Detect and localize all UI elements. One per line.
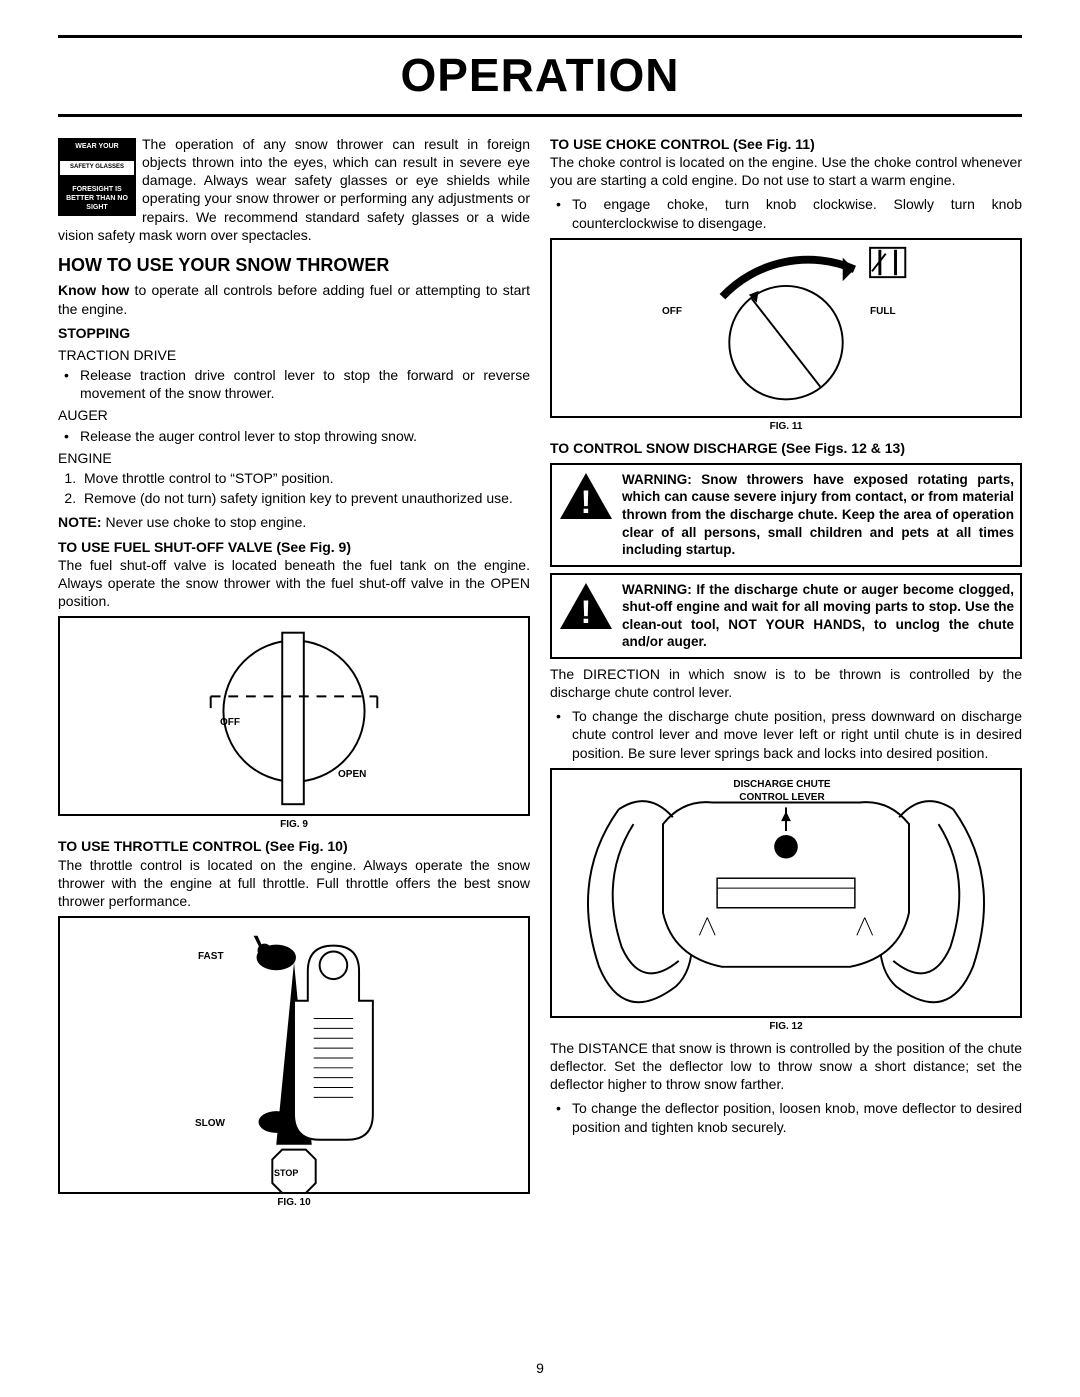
left-column: WEAR YOUR SAFETY GLASSES FORESIGHT IS BE… xyxy=(58,135,530,1215)
distance-bullet: To change the deflector position, loosen… xyxy=(550,1099,1022,1135)
throttle-heading: TO USE THROTTLE CONTROL (See Fig. 10) xyxy=(58,837,530,855)
badge-bot: FORESIGHT IS BETTER THAN NO SIGHT xyxy=(60,185,134,212)
warning-1-text: WARNING: Snow throwers have exposed rota… xyxy=(622,471,1014,559)
content-columns: WEAR YOUR SAFETY GLASSES FORESIGHT IS BE… xyxy=(58,135,1022,1215)
svg-text:!: ! xyxy=(581,484,592,520)
fig12-label: DISCHARGE CHUTE CONTROL LEVER xyxy=(717,778,847,804)
fig10-caption: FIG. 10 xyxy=(58,1196,530,1209)
stopping-heading: STOPPING xyxy=(58,324,530,342)
know-how-bold: Know how xyxy=(58,282,129,298)
warning-box-1: ! WARNING: Snow throwers have exposed ro… xyxy=(550,463,1022,567)
note-bold: NOTE: xyxy=(58,514,102,530)
choke-heading: TO USE CHOKE CONTROL (See Fig. 11) xyxy=(550,135,1022,153)
badge-top: WEAR YOUR xyxy=(60,142,134,151)
throttle-diagram xyxy=(60,918,528,1192)
choke-paragraph: The choke control is located on the engi… xyxy=(550,153,1022,189)
warning-triangle-icon: ! xyxy=(558,581,614,631)
traction-label: TRACTION DRIVE xyxy=(58,346,530,364)
control-panel-diagram xyxy=(552,770,1020,1016)
figure-10-box: FAST SLOW STOP xyxy=(58,916,530,1194)
engine-step-1: Move throttle control to “STOP” position… xyxy=(80,469,530,487)
title-border: OPERATION xyxy=(58,35,1022,117)
direction-paragraph: The DIRECTION in which snow is to be thr… xyxy=(550,665,1022,701)
figure-9-box: OFF OPEN xyxy=(58,616,530,816)
figure-12-box: DISCHARGE CHUTE CONTROL LEVER xyxy=(550,768,1022,1018)
page-title: OPERATION xyxy=(58,46,1022,106)
warning-2-text: WARNING: If the discharge chute or auger… xyxy=(622,581,1014,651)
know-how-rest: to operate all controls before adding fu… xyxy=(58,282,530,316)
fig9-caption: FIG. 9 xyxy=(58,818,530,831)
auger-label: AUGER xyxy=(58,406,530,424)
fig11-full-label: FULL xyxy=(870,305,896,318)
fig10-slow-label: SLOW xyxy=(195,1117,225,1130)
warning-box-2: ! WARNING: If the discharge chute or aug… xyxy=(550,573,1022,659)
fig10-fast-label: FAST xyxy=(198,950,224,963)
discharge-heading: TO CONTROL SNOW DISCHARGE (See Figs. 12 … xyxy=(550,439,1022,457)
engine-label: ENGINE xyxy=(58,449,530,467)
throttle-paragraph: The throttle control is located on the e… xyxy=(58,856,530,911)
fig11-off-label: OFF xyxy=(662,305,682,318)
badge-mid: SAFETY GLASSES xyxy=(60,161,134,175)
engine-step-2: Remove (do not turn) safety ignition key… xyxy=(80,489,530,507)
note-line: NOTE: Never use choke to stop engine. xyxy=(58,513,530,531)
warning-triangle-icon: ! xyxy=(558,471,614,521)
direction-bullet: To change the discharge chute position, … xyxy=(550,707,1022,762)
fig11-caption: FIG. 11 xyxy=(550,420,1022,433)
right-column: TO USE CHOKE CONTROL (See Fig. 11) The c… xyxy=(550,135,1022,1215)
know-how-paragraph: Know how to operate all controls before … xyxy=(58,281,530,317)
choke-bullet: To engage choke, turn knob clockwise. Sl… xyxy=(550,195,1022,231)
note-rest: Never use choke to stop engine. xyxy=(102,514,307,530)
auger-bullet: Release the auger control lever to stop … xyxy=(58,427,530,445)
distance-paragraph: The DISTANCE that snow is thrown is cont… xyxy=(550,1039,1022,1094)
choke-diagram xyxy=(552,240,1020,416)
page-number: 9 xyxy=(536,1359,544,1377)
traction-bullet: Release traction drive control lever to … xyxy=(58,366,530,402)
safety-glasses-badge: WEAR YOUR SAFETY GLASSES FORESIGHT IS BE… xyxy=(58,138,136,216)
section-heading: HOW TO USE YOUR SNOW THROWER xyxy=(58,254,530,277)
fuel-valve-paragraph: The fuel shut-off valve is located benea… xyxy=(58,556,530,611)
svg-text:!: ! xyxy=(581,594,592,630)
fuel-valve-diagram xyxy=(60,618,528,814)
fig9-open-label: OPEN xyxy=(338,768,366,781)
fig10-stop-label: STOP xyxy=(274,1168,298,1180)
figure-11-box: OFF FULL xyxy=(550,238,1022,418)
fig12-caption: FIG. 12 xyxy=(550,1020,1022,1033)
fuel-valve-heading: TO USE FUEL SHUT-OFF VALVE (See Fig. 9) xyxy=(58,538,530,556)
fig9-off-label: OFF xyxy=(220,716,240,729)
